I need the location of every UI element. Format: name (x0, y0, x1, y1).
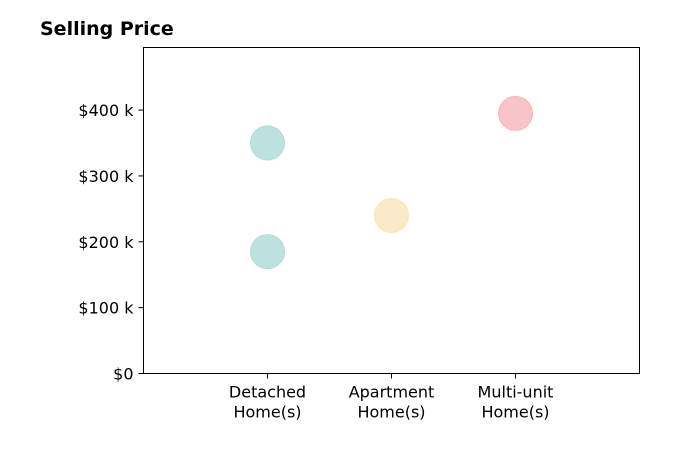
x-axis: Detached Home(s)Apartment Home(s)Multi-uni… (229, 373, 554, 422)
y-tick-label: $0 (113, 365, 133, 384)
x-tick-label-line: Detached (229, 383, 306, 402)
scatter-point (374, 197, 409, 233)
chart-title: Selling Price (40, 18, 174, 40)
scatter-point (498, 95, 533, 131)
y-axis: $0 $100 k $200 k $300 k $400 k (78, 101, 144, 384)
x-tick-label-line: Apartment (349, 383, 435, 402)
data-points (250, 95, 533, 270)
y-tick-label: $400 k (78, 101, 134, 120)
y-tick-label: $100 k (78, 299, 134, 318)
y-tick-label: $300 k (78, 167, 134, 186)
x-tick-label-line: Home(s) (357, 403, 425, 422)
scatter-point (250, 234, 285, 270)
x-tick-label: Apartment Home(s) (349, 383, 435, 422)
x-tick-label-line: Multi-unit (478, 383, 554, 402)
x-tick-label: Detached Home(s) (229, 383, 306, 422)
x-tick-label-line: Home(s) (481, 403, 549, 422)
x-tick-label-line: Home(s) (233, 403, 301, 422)
scatter-point (250, 125, 285, 161)
x-tick-label: Multi-unit Home(s) (478, 383, 554, 422)
y-tick-label: $200 k (78, 233, 134, 252)
